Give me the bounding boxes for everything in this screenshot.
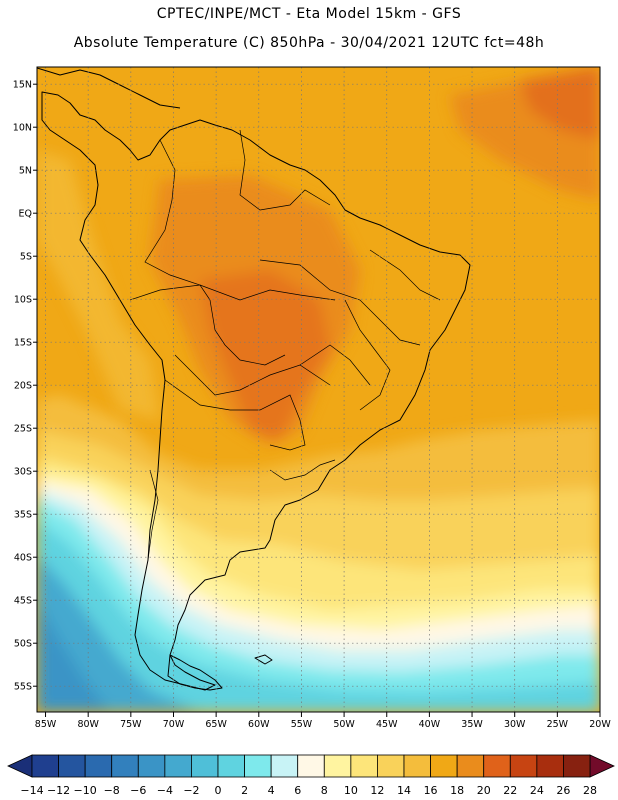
colorbar-label: 24 <box>530 784 544 797</box>
axes: 85W 80W 75W 70W 65W 60W 55W 50W 45W 40W 35W 30W 25W 2… <box>13 80 612 730</box>
colorbar-label: 14 <box>397 784 411 797</box>
lat-tick-label: 45S <box>14 596 32 607</box>
colorbar-label: 28 <box>583 784 597 797</box>
lat-tick-label: 50S <box>14 639 32 650</box>
colorbar-label: 20 <box>477 784 491 797</box>
colorbar-swatch <box>270 754 299 778</box>
model-title: CPTEC/INPE/MCT - Eta Model 15km - GFS <box>156 6 462 22</box>
lat-tick-label: 55S <box>14 682 32 693</box>
colorbar-swatch <box>244 754 272 778</box>
colorbar-swatch <box>430 754 458 778</box>
lon-tick-label: 70W <box>163 719 185 730</box>
colorbar-label: −8 <box>104 784 120 797</box>
colorbar-label: 12 <box>370 784 384 797</box>
colorbar-swatch <box>164 754 192 778</box>
country-borders <box>129 129 441 561</box>
colorbar-swatch <box>137 754 166 778</box>
lon-tick-label: 80W <box>77 719 99 730</box>
colorbar-label: 10 <box>344 784 358 797</box>
colorbar-swatch <box>217 754 245 778</box>
temperature-field <box>37 67 600 712</box>
lon-tick-label: 35W <box>461 719 483 730</box>
lat-tick-label: 30S <box>14 467 32 478</box>
colorbar-swatch <box>297 754 325 778</box>
lon-tick-label: 45W <box>376 719 398 730</box>
colorbar-low-arrow <box>7 754 33 778</box>
colorbar-label: −6 <box>130 784 146 797</box>
colorbar-swatch <box>350 754 378 778</box>
lat-tick-label: 5N <box>19 166 32 177</box>
colorbar-swatch <box>377 754 405 778</box>
field-title: Absolute Temperature (C) 850hPa - 30/04/… <box>73 35 545 51</box>
colorbar-swatch <box>456 754 485 778</box>
lat-tick-label: 5S <box>20 252 32 263</box>
colorbar-swatch <box>58 754 86 778</box>
lon-tick-label: 50W <box>333 719 355 730</box>
lon-tick-label: 55W <box>291 719 313 730</box>
colorbar-label: 0 <box>215 784 222 797</box>
colorbar-label: −12 <box>47 784 70 797</box>
colorbar-label: 8 <box>321 784 328 797</box>
lat-lon-grid <box>37 67 601 712</box>
colorbar-label: 26 <box>556 784 570 797</box>
colorbar-high-arrow <box>589 754 615 778</box>
colorbar: −14 −12 −10 −8 −6 −4 −2 0 2 4 6 8 10 12 14 16 18 20 22 24 26… <box>7 754 615 797</box>
colorbar-label: 22 <box>503 784 517 797</box>
colorbar-swatch <box>323 754 352 778</box>
colorbar-swatch <box>563 754 591 778</box>
colorbar-label: −4 <box>157 784 173 797</box>
coastline <box>37 67 471 691</box>
lat-tick-label: EQ <box>19 209 32 220</box>
colorbar-label: 18 <box>450 784 464 797</box>
lon-tick-label: 65W <box>205 719 227 730</box>
lat-tick-label: 15S <box>14 338 32 349</box>
lat-tick-label: 10N <box>13 123 32 134</box>
lon-tick-label: 60W <box>248 719 270 730</box>
map-frame <box>36 66 601 713</box>
colorbar-swatch <box>536 754 564 778</box>
colorbar-swatch <box>111 754 139 778</box>
lon-tick-label: 25W <box>547 719 569 730</box>
colorbar-label: 4 <box>268 784 275 797</box>
lat-tick-label: 35S <box>14 510 32 521</box>
colorbar-swatch <box>31 754 59 778</box>
lon-tick-label: 75W <box>120 719 142 730</box>
colorbar-label: 16 <box>424 784 438 797</box>
lon-tick-label: 40W <box>419 719 441 730</box>
lon-tick-label: 30W <box>504 719 526 730</box>
colorbar-label: 6 <box>294 784 301 797</box>
colorbar-label: −10 <box>74 784 97 797</box>
lat-tick-label: 10S <box>14 295 32 306</box>
lon-tick-label: 85W <box>35 719 57 730</box>
lat-tick-label: 20S <box>14 381 32 392</box>
lat-tick-label: 40S <box>14 553 32 564</box>
colorbar-swatch <box>403 754 431 778</box>
colorbar-swatch <box>191 754 219 778</box>
colorbar-swatch <box>483 754 511 778</box>
lon-tick-label: 20W <box>589 719 611 730</box>
colorbar-swatch <box>509 754 538 778</box>
colorbar-label: −2 <box>183 784 199 797</box>
colorbar-label: −14 <box>20 784 43 797</box>
lat-tick-label: 15N <box>13 80 32 91</box>
colorbar-swatch <box>84 754 113 778</box>
lat-tick-label: 25S <box>14 424 32 435</box>
colorbar-label: 2 <box>241 784 248 797</box>
